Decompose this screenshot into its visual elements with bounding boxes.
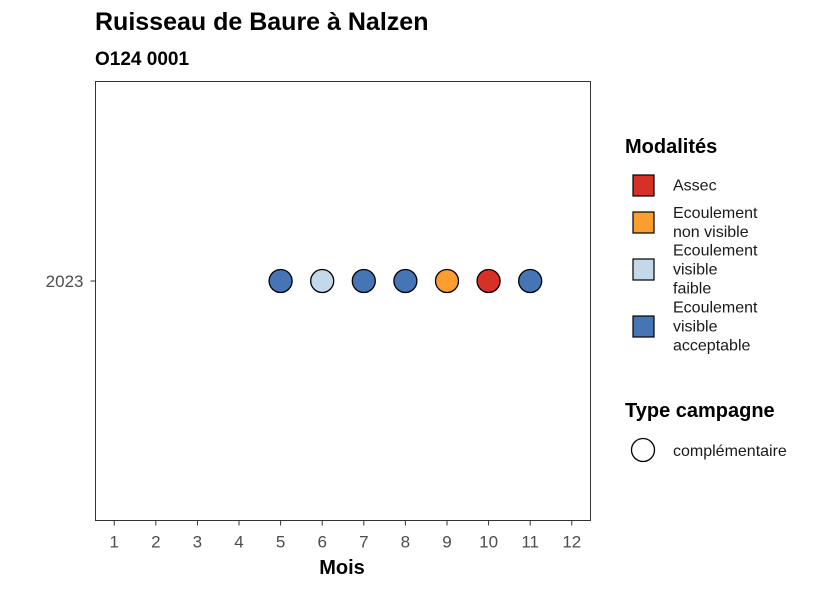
x-tick-label: 3 [193,533,202,552]
legend-shape-entries: complémentaire [630,437,787,463]
x-tick-label: 10 [479,533,498,552]
legend-label: Ecoulement [673,243,758,260]
legend-shape-title: Type campagne [625,400,775,422]
y-axis: 2023 [46,272,96,291]
legend-label: acceptable [673,338,750,355]
legend-shape-key [630,437,656,463]
legend-label: complémentaire [673,443,787,460]
data-point [476,268,501,294]
legend-item: Assec [632,174,717,197]
legend-label: faible [673,281,711,298]
legend-swatch [632,211,655,234]
data-point [393,268,418,294]
legend-swatch [632,315,655,338]
legend-label: non visible [673,224,749,241]
x-tick-label: 6 [317,533,326,552]
data-point [268,268,293,294]
data-point [518,268,543,294]
x-tick-label: 11 [521,533,539,552]
legend-swatch [632,174,655,197]
legend-item: Ecoulement non visible [632,205,758,241]
data-point [351,268,376,294]
x-tick-label: 9 [442,533,451,552]
x-tick-label: 8 [401,533,410,552]
x-tick-label: 5 [276,533,285,552]
x-tick-label: 2 [151,533,160,552]
legend-label: Ecoulement [673,300,758,317]
x-axis: 1 2 3 4 5 6 7 8 9 10 11 12 [109,520,581,552]
x-axis-title: Mois [319,557,365,579]
legend-item: Ecoulement visible faible [632,243,758,298]
x-tick-label: 7 [359,533,368,552]
legend-label: visible [673,262,718,279]
chart-subtitle: O124 0001 [95,49,189,70]
y-tick-label: 2023 [46,272,84,291]
legend-swatch [632,258,655,281]
legend-fill-entries: Assec Ecoulement non visible Ecoulement visi… [632,174,758,355]
legend-item: complémentaire [630,437,787,463]
chart-title: Ruisseau de Baure à Nalzen [95,8,428,36]
x-tick-label: 12 [562,533,581,552]
legend-label: visible [673,319,718,336]
x-tick-label: 4 [234,533,243,552]
legend-label: Assec [673,178,717,195]
legend-label: Ecoulement [673,205,758,222]
legend-item: Ecoulement visible acceptable [632,300,758,355]
data-point [310,268,335,294]
legend-fill-title: Modalités [625,136,717,158]
data-point [434,268,460,294]
x-tick-label: 1 [109,533,118,552]
plot-panel [95,81,591,521]
data-points [268,268,543,294]
